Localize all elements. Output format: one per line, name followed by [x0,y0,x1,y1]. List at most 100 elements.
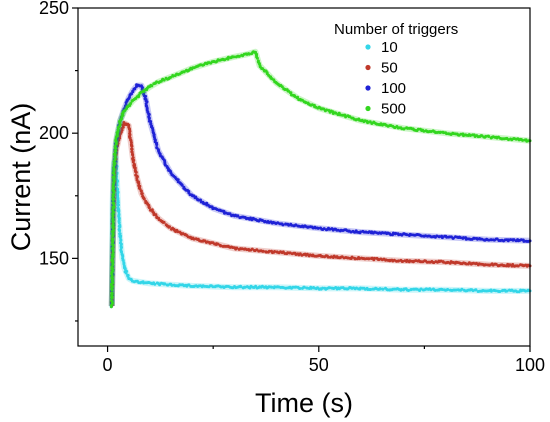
data-point [116,201,120,205]
data-point [402,127,406,131]
plot-area [108,48,532,309]
data-point [459,236,462,240]
data-point [111,251,115,255]
data-point [378,287,382,291]
legend-marker-10 [365,44,371,50]
data-point [150,84,154,88]
data-point [247,52,251,56]
data-point [328,286,332,290]
data-point [140,192,144,196]
data-point [111,223,115,227]
data-point [255,56,259,60]
data-point [180,183,184,187]
legend-marker-100 [365,85,371,91]
y-tick-label: 250 [39,0,69,18]
data-point [111,243,114,246]
data-point [120,117,124,121]
data-point [367,257,371,261]
x-tick-label: 0 [103,355,113,375]
data-point [112,175,116,179]
data-point [440,236,444,240]
data-point [142,197,146,201]
data-point [110,291,114,295]
data-point [111,216,115,220]
data-point [118,232,122,236]
data-point [273,250,277,253]
data-point [129,102,133,105]
series-band [108,120,531,306]
legend-marker-500 [365,105,371,112]
data-point [353,257,357,261]
x-tick-label: 50 [309,355,329,375]
data-point [261,249,265,253]
data-point [131,153,135,157]
data-point [116,203,120,207]
data-point [239,285,243,289]
data-point [521,138,525,142]
data-point [325,108,328,112]
data-point [111,201,115,205]
data-point [124,271,128,275]
data-point [163,282,167,286]
data-point [489,289,493,293]
data-point [112,166,116,170]
data-point [359,230,362,234]
data-point [162,220,166,224]
data-point [405,233,409,237]
data-point [498,290,502,293]
data-point [118,225,122,229]
data-point [133,87,137,90]
data-point [446,288,450,291]
data-point [133,166,137,170]
axes: 0 50 100 150 200 250 [39,0,545,375]
legend: Number of triggers 10 50 100 500 [334,21,458,118]
data-point [461,236,465,240]
data-point [516,264,520,268]
data-point [170,283,174,287]
data-point [381,287,385,291]
y-tick-label: 200 [39,123,69,143]
data-point [117,221,121,225]
data-point [407,289,410,292]
series-500 [108,48,532,309]
data-point [112,205,116,209]
data-point [232,55,236,59]
data-point [484,134,488,138]
data-point [296,95,300,99]
data-point [110,258,114,262]
data-point [216,242,220,246]
data-point [429,288,433,292]
legend-label-50: 50 [381,60,398,77]
data-point [144,94,148,98]
data-point [302,285,306,289]
series-band [108,82,531,306]
data-point [115,183,119,187]
legend-label-100: 100 [381,80,406,97]
data-point [226,55,230,59]
data-point [176,178,180,182]
data-point [117,210,121,214]
y-tick-label: 150 [39,248,69,268]
series-100 [108,82,532,308]
data-point [236,214,240,218]
data-point [110,299,114,303]
data-point [131,160,135,164]
data-point [405,258,409,262]
data-point [113,152,117,156]
data-point [169,75,173,79]
data-point [147,117,151,121]
data-point [281,223,285,227]
data-point [182,70,186,74]
data-point [397,259,401,263]
data-point [130,147,134,151]
data-point [153,282,157,286]
y-axis-title: Current (nA) [6,103,36,252]
data-point [373,256,377,260]
data-point [505,289,509,293]
data-point [118,236,122,239]
data-point [401,259,405,263]
data-point [298,287,302,290]
data-point [130,144,134,148]
data-point [487,135,491,138]
